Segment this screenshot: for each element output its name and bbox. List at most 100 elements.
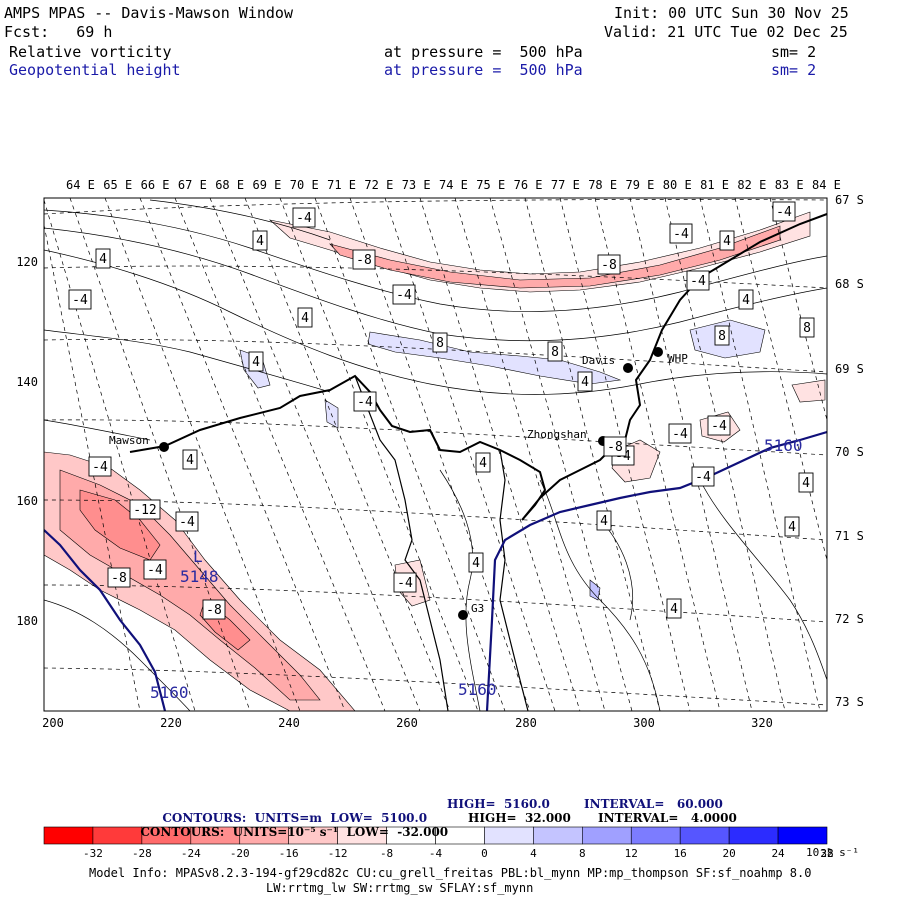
coastline <box>129 213 827 521</box>
y-tick-label: 140 <box>16 375 38 389</box>
vort-label: 8 <box>714 325 730 346</box>
vort-label-text: 4 <box>472 556 480 571</box>
vort-label-text: 4 <box>788 520 796 535</box>
station-label-whp: WHP <box>668 352 688 365</box>
colorbar-label: 28 <box>820 847 833 860</box>
lon-lat-grid <box>44 198 827 711</box>
vort-label: -4 <box>353 391 377 412</box>
init-time: Init: 00 UTC Sun 30 Nov 25 <box>614 4 849 22</box>
small-negative-blob-4 <box>791 379 826 403</box>
colorbar-swatch <box>582 826 632 845</box>
vort-label: -4 <box>393 572 417 593</box>
vort-label-text: -12 <box>133 503 156 518</box>
vort-label: 4 <box>666 598 682 619</box>
vort-contour-info: CONTOURS: UNITS=10⁻⁵ s⁻¹ LOW= -32.000 <box>140 825 449 839</box>
vort-label-text: -4 <box>673 227 689 242</box>
lon-label: 66 E <box>141 178 170 192</box>
height-labels: 5160 5148 5160 5160 L <box>150 436 803 702</box>
vort-label: 4 <box>475 452 491 473</box>
colorbar-label: 4 <box>530 847 537 860</box>
vort-label-text: -4 <box>357 395 373 410</box>
vort-label: 4 <box>248 351 264 372</box>
field2-smoothing: sm= 2 <box>771 61 817 79</box>
colorbar-swatch <box>43 826 94 845</box>
colorbar-label: -12 <box>328 847 348 860</box>
lon-label: 82 E <box>737 178 766 192</box>
y-axis-ticks: 120 140 160 180 <box>16 255 38 628</box>
station-label-zhongshan: Zhongshan <box>527 428 587 441</box>
lon-label: 80 E <box>663 178 692 192</box>
height-contour-info: CONTOURS: UNITS=m LOW= 5100.0 <box>162 811 428 825</box>
vort-label: -4 <box>143 559 167 580</box>
vort-label: -12 <box>129 499 161 520</box>
vort-label-text: -4 <box>776 205 792 220</box>
height-contour-5160-west <box>44 529 167 711</box>
station-marker-whp <box>653 347 663 357</box>
field2-pressure: at pressure = 500 hPa <box>384 61 583 79</box>
vort-label-text: -4 <box>711 419 727 434</box>
lon-label: 71 E <box>327 178 356 192</box>
x-tick-label: 300 <box>633 716 655 730</box>
negative-vorticity-top-core <box>329 225 781 289</box>
colorbar-unit: 10⁻⁵ s⁻¹ <box>806 846 859 859</box>
vort-label-text: -4 <box>690 274 706 289</box>
vort-label: -4 <box>88 456 112 477</box>
lon-label: 75 E <box>476 178 505 192</box>
x-tick-label: 320 <box>751 716 773 730</box>
x-tick-label: 200 <box>42 716 64 730</box>
vorticity-labels: -4 4 4 -8 -4 -4 4 -8 8 -4 4 -4 8 -4 4 4 -4 8 8 4 -4 -4 4 4 -4 -4 4… <box>68 201 815 620</box>
colorbar-label: 24 <box>771 847 785 860</box>
vort-label: 8 <box>799 317 815 338</box>
lat-label: 67 S <box>835 193 864 207</box>
coastline-inland <box>354 375 529 711</box>
colorbar-swatch <box>777 826 828 845</box>
lon-label: 81 E <box>700 178 729 192</box>
vort-label-text: 8 <box>436 336 444 351</box>
vort-label-text: -8 <box>601 258 617 273</box>
vort-label: -4 <box>772 201 796 222</box>
lat-label: 68 S <box>835 277 864 291</box>
vort-label-text: 8 <box>551 345 559 360</box>
station-label-g3: G3 <box>471 602 484 615</box>
vort-label-text: -8 <box>356 253 372 268</box>
vort-label-text: 4 <box>742 293 750 308</box>
model-info-line2: LW:rrtmg_lw SW:rrtmg_sw SFLAY:sf_mynn <box>266 881 534 895</box>
lon-label: 83 E <box>775 178 804 192</box>
vort-label-text: 4 <box>186 453 194 468</box>
vort-label-text: 8 <box>803 321 811 336</box>
colorbar-label: 20 <box>723 847 736 860</box>
station-label-mawson: Mawson <box>109 434 149 447</box>
height-label-west: 5160 <box>150 683 189 702</box>
height-contour-5160-east <box>485 430 827 711</box>
vort-label: 4 <box>297 307 313 328</box>
lon-label: 78 E <box>588 178 617 192</box>
vort-label: -4 <box>691 466 715 487</box>
vort-label: -4 <box>175 511 199 532</box>
field1-pressure: at pressure = 500 hPa <box>384 43 583 61</box>
colorbar-label: -8 <box>380 847 393 860</box>
lon-label: 69 E <box>253 178 282 192</box>
vort-label: -8 <box>597 254 621 275</box>
vort-label: 4 <box>784 516 800 537</box>
vort-label: 4 <box>738 289 754 310</box>
vort-label: -4 <box>668 423 692 444</box>
plot-area <box>44 198 827 711</box>
lat-label: 72 S <box>835 612 864 626</box>
x-axis-ticks: 200 220 240 260 280 300 320 <box>42 716 773 730</box>
station-marker-davis <box>623 363 633 373</box>
y-tick-label: 180 <box>16 614 38 628</box>
vort-label-text: 4 <box>581 375 589 390</box>
lat-label: 73 S <box>835 695 864 709</box>
lon-label: 77 E <box>551 178 580 192</box>
vort-label-text: -4 <box>92 460 108 475</box>
vort-label: 4 <box>468 552 484 573</box>
colorbar-label: -16 <box>279 847 299 860</box>
x-tick-label: 240 <box>278 716 300 730</box>
vort-label-text: 4 <box>600 514 608 529</box>
vort-label: -4 <box>707 415 731 436</box>
model-info-line1: Model Info: MPASv8.2.3-194-gf29cd82c CU:… <box>89 866 812 880</box>
colorbar-label: -28 <box>132 847 152 860</box>
colorbar-label: -4 <box>429 847 443 860</box>
positive-vorticity-blob-4 <box>589 579 601 601</box>
vort-label: 4 <box>798 472 814 493</box>
